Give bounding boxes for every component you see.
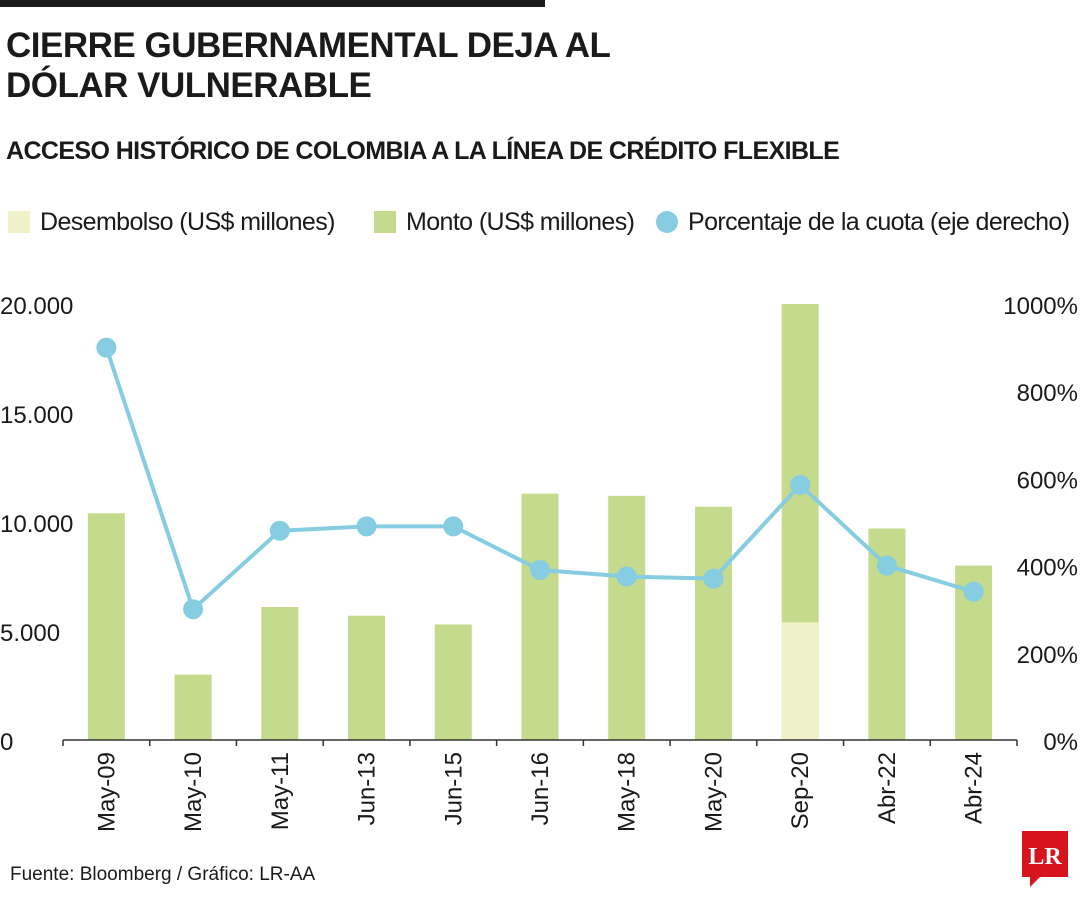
point-cuota: [876, 555, 897, 576]
y-right-tick-label: 1000%: [1003, 293, 1078, 320]
point-cuota: [96, 337, 117, 358]
legend-label-desembolso: Desembolso (US$ millones): [40, 207, 335, 236]
x-tick-label: Jun-15: [440, 752, 467, 825]
x-tick-label: Sep-20: [787, 752, 814, 829]
top-rule: [0, 0, 545, 7]
bar-monto: [348, 615, 386, 740]
lr-logo-badge: [1022, 831, 1068, 887]
x-tick-label: May-11: [267, 752, 294, 830]
y-right-tick-label: 600%: [1017, 467, 1078, 494]
legend-item-desembolso: Desembolso (US$ millones): [8, 202, 335, 242]
point-cuota: [703, 568, 724, 589]
x-tick-label: May-18: [614, 752, 641, 832]
y-left-tick-label: 20.000: [0, 293, 73, 320]
y-left-tick-label: 0: [0, 729, 13, 756]
bar-monto: [521, 493, 559, 740]
legend-label-cuota: Porcentaje de la cuota (eje derecho): [688, 207, 1070, 236]
lr-logo-text: LR: [1028, 844, 1062, 870]
x-tick-label: Abr-22: [874, 752, 901, 824]
legend-dot-cuota: [656, 211, 678, 233]
legend: Desembolso (US$ millones) Monto (US$ mil…: [8, 202, 1078, 242]
point-cuota: [616, 566, 637, 587]
x-tick-label: Jun-16: [527, 752, 554, 825]
legend-label-monto: Monto (US$ millones): [406, 207, 635, 236]
y-right-tick-label: 200%: [1017, 642, 1078, 669]
y-right-tick-label: 400%: [1017, 555, 1078, 582]
y-left-tick-label: 10.000: [0, 511, 73, 538]
legend-swatch-monto: [374, 211, 396, 233]
y-left-tick-label: 5.000: [0, 620, 60, 647]
bar-monto: [608, 495, 646, 740]
legend-item-cuota: Porcentaje de la cuota (eje derecho): [656, 202, 1070, 242]
x-tick-label: Abr-24: [961, 752, 988, 824]
point-cuota: [963, 581, 984, 602]
source-note: Fuente: Bloomberg / Gráfico: LR-AA: [10, 864, 316, 885]
point-cuota: [269, 520, 290, 541]
bar-monto: [87, 513, 125, 740]
x-tick-label: May-10: [180, 752, 207, 832]
lr-logo: LR: [1022, 831, 1068, 887]
legend-item-monto: Monto (US$ millones): [374, 202, 635, 242]
bar-monto: [434, 624, 472, 740]
x-tick-label: May-09: [93, 752, 120, 832]
y-left-tick-label: 15.000: [0, 402, 73, 429]
chart-subtitle: ACCESO HISTÓRICO DE COLOMBIA A LA LÍNEA …: [6, 137, 840, 165]
point-cuota: [790, 474, 811, 495]
point-cuota: [356, 516, 377, 537]
bar-monto: [261, 607, 299, 740]
x-tick-label: May-20: [700, 752, 727, 832]
y-right-tick-label: 800%: [1017, 380, 1078, 407]
bar-monto: [174, 674, 212, 740]
bar-desembolso: [781, 622, 819, 740]
point-cuota: [530, 559, 550, 580]
combo-chart: May-09 May-10 May-11 Jun-13 Jun-15 Jun-16 May-…: [0, 293, 1078, 832]
legend-swatch-desembolso: [8, 211, 30, 233]
y-right-tick-label: 0%: [1043, 729, 1078, 756]
bar-monto: [694, 506, 732, 740]
point-cuota: [183, 599, 204, 620]
chart-title: CIERRE GUBERNAMENTAL DEJA AL DÓLAR VULNE…: [6, 26, 610, 105]
point-cuota: [443, 516, 464, 537]
x-tick-label: Jun-13: [354, 752, 381, 825]
